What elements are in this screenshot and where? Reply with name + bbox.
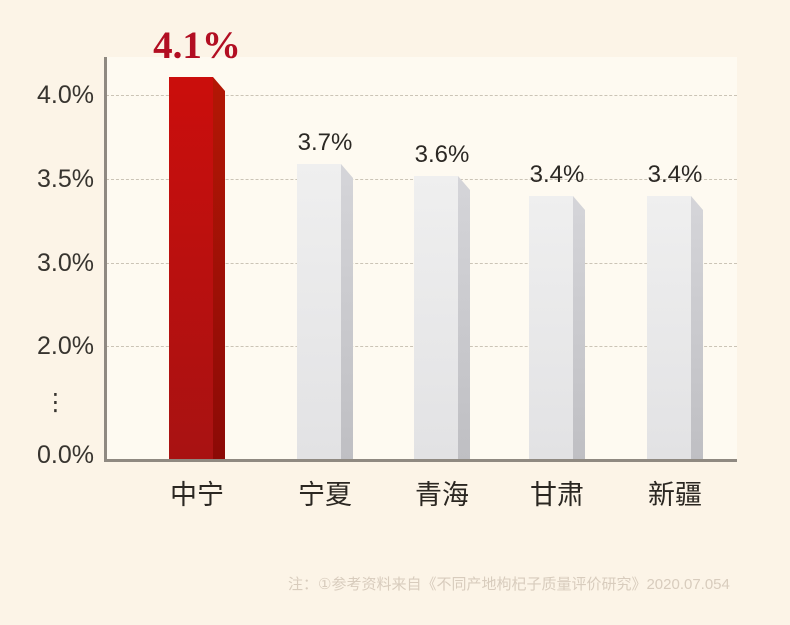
y-tick-label: 4.0% <box>37 81 94 109</box>
bar-1-face <box>297 164 341 460</box>
bar-1-side <box>341 164 353 460</box>
source-note: 注：①参考资料来自《不同产地枸杞子质量评价研究》2020.07.054 <box>288 576 730 593</box>
category-label: 新疆 <box>648 480 702 510</box>
bar-4-side <box>691 196 703 460</box>
bar-0-side <box>213 77 225 460</box>
bar-0-face <box>169 77 213 460</box>
y-axis-break-ellipsis: ⋮ <box>43 389 69 416</box>
value-label: 3.4% <box>529 161 585 188</box>
y-tick-label: 0.0% <box>37 441 94 469</box>
value-label: 3.6% <box>414 141 470 168</box>
y-tick-label: 3.5% <box>37 165 94 193</box>
category-label: 中宁 <box>170 480 224 510</box>
bar-2-face <box>414 176 458 460</box>
bar-3-face <box>529 196 573 460</box>
value-label: 3.4% <box>647 161 703 188</box>
category-label: 宁夏 <box>298 480 352 510</box>
bar-3-side <box>573 196 585 460</box>
y-tick-label: 3.0% <box>37 249 94 277</box>
bar-4-face <box>647 196 691 460</box>
category-label: 青海 <box>415 480 469 510</box>
gridline <box>106 95 737 96</box>
bar-2-side <box>458 176 470 460</box>
y-tick-label: 2.0% <box>37 332 94 360</box>
category-label: 甘肃 <box>530 480 584 510</box>
value-label: 3.7% <box>297 129 353 156</box>
x-axis-baseline <box>104 459 737 462</box>
value-label: 4.1% <box>153 24 241 67</box>
y-axis-line <box>104 57 107 462</box>
